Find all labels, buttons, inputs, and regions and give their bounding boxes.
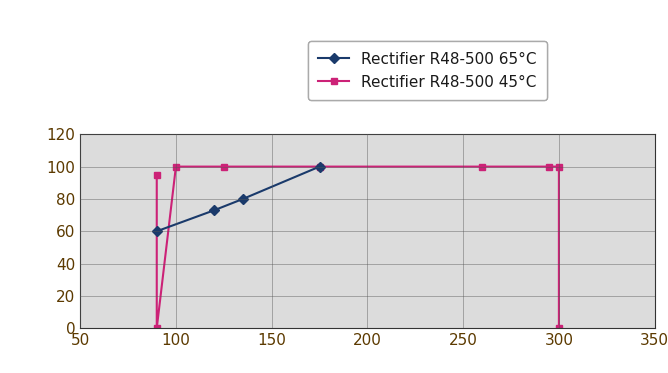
Legend: Rectifier R48-500 65°C, Rectifier R48-500 45°C: Rectifier R48-500 65°C, Rectifier R48-50… [308,41,547,100]
